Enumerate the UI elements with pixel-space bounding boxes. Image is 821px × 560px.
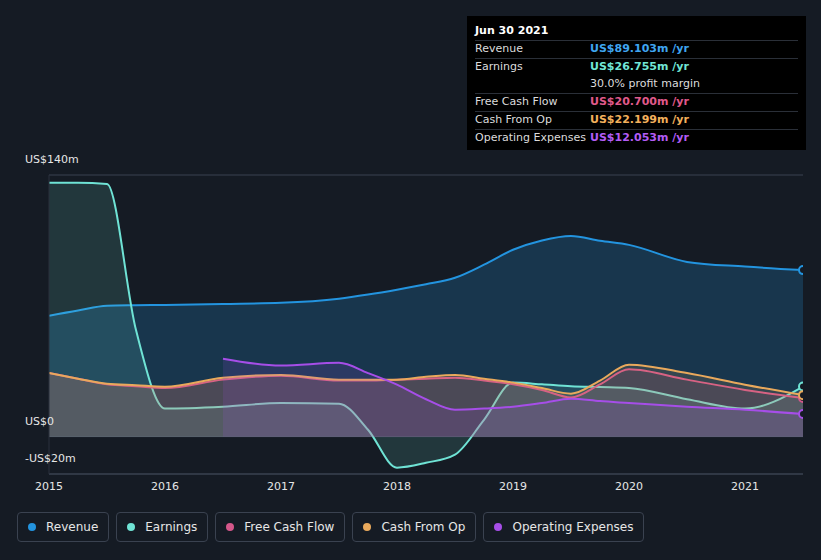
html-text:Free Cash Flow: Free Cash Flow — [475, 95, 558, 108]
svg-text:2016: 2016 — [151, 480, 179, 493]
html-text:Revenue: Revenue — [475, 42, 523, 55]
svg-text:2018: 2018 — [383, 480, 411, 493]
html-text:Cash From Op: Cash From Op — [381, 520, 466, 534]
html-text:US$26.755m /yr: US$26.755m /yr — [590, 60, 689, 73]
html-text:US$89.103m /yr: US$89.103m /yr — [590, 42, 689, 55]
svg-text:2020: 2020 — [615, 480, 643, 493]
html-text:Revenue: Revenue — [46, 520, 99, 534]
html-text:Cash From Op: Cash From Op — [475, 113, 552, 126]
html-text:US$20.700m /yr: US$20.700m /yr — [590, 95, 689, 108]
html-text:Earnings: Earnings — [145, 520, 198, 534]
svg-text:-US$20m: -US$20m — [25, 452, 76, 465]
html-text:Free Cash Flow: Free Cash Flow — [244, 520, 335, 534]
html-text:US$22.199m /yr: US$22.199m /yr — [590, 113, 689, 126]
svg-text:2017: 2017 — [267, 480, 295, 493]
svg-text:2019: 2019 — [499, 480, 527, 493]
svg-text:US$140m: US$140m — [25, 153, 79, 166]
svg-text:2015: 2015 — [35, 480, 63, 493]
html-text:Operating Expenses: Operating Expenses — [512, 520, 634, 534]
svg-text:US$0: US$0 — [25, 415, 54, 428]
html-text:Jun 30 2021: Jun 30 2021 — [475, 24, 549, 37]
svg-text:2021: 2021 — [731, 480, 759, 493]
html-text:30.0% profit margin: 30.0% profit margin — [590, 77, 700, 90]
html-text:Earnings: Earnings — [475, 60, 523, 73]
html-text:Operating Expenses US$12.053m: Operating Expenses US$12.053m /yr — [475, 131, 689, 144]
